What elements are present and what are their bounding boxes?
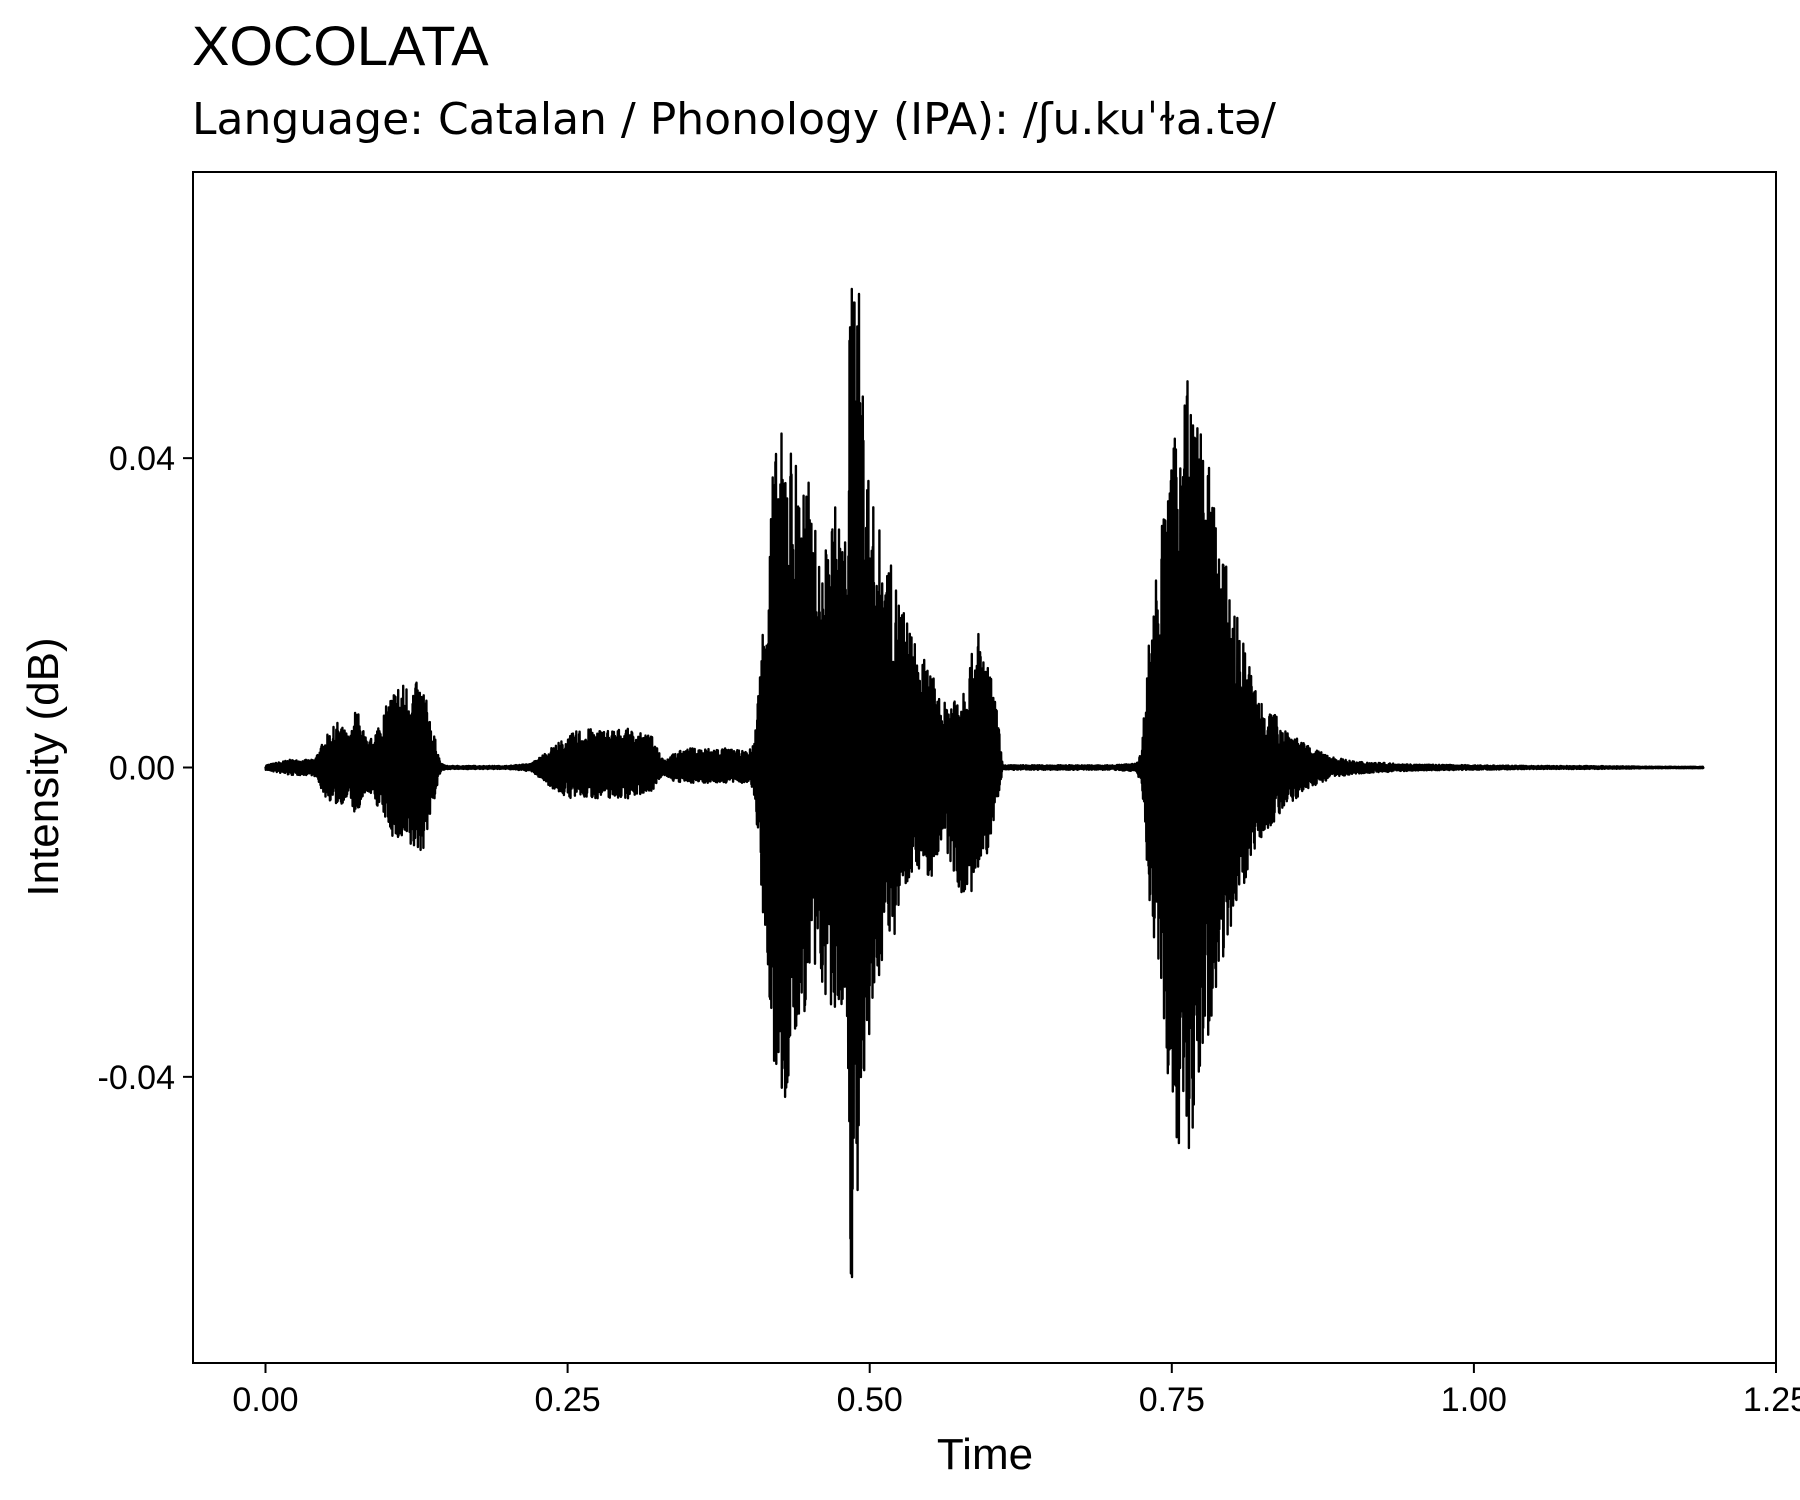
- waveform-line: [264, 287, 1705, 1279]
- x-axis: 0.00 0.25 0.50 0.75 1.00 1.25: [232, 1363, 1800, 1419]
- x-tick-label: 0.00: [232, 1381, 298, 1419]
- chart-title: XOCOLATA: [192, 14, 489, 77]
- x-tick-label: 0.25: [535, 1381, 601, 1419]
- y-tick-label: 0.04: [109, 440, 175, 478]
- y-axis-label: Intensity (dB): [19, 637, 68, 896]
- y-tick-label: -0.04: [98, 1059, 176, 1097]
- waveform-layer: [264, 287, 1705, 1279]
- y-tick-label: 0.00: [109, 750, 175, 788]
- x-axis-label: Time: [937, 1430, 1033, 1479]
- x-tick-label: 0.50: [837, 1381, 903, 1419]
- x-tick-label: 0.75: [1139, 1381, 1205, 1419]
- x-tick-label: 1.00: [1441, 1381, 1507, 1419]
- x-tick-label: 1.25: [1743, 1381, 1800, 1419]
- chart-subtitle: Language: Catalan / Phonology (IPA): /ʃu…: [192, 94, 1276, 145]
- y-axis: -0.04 0.00 0.04: [98, 440, 193, 1097]
